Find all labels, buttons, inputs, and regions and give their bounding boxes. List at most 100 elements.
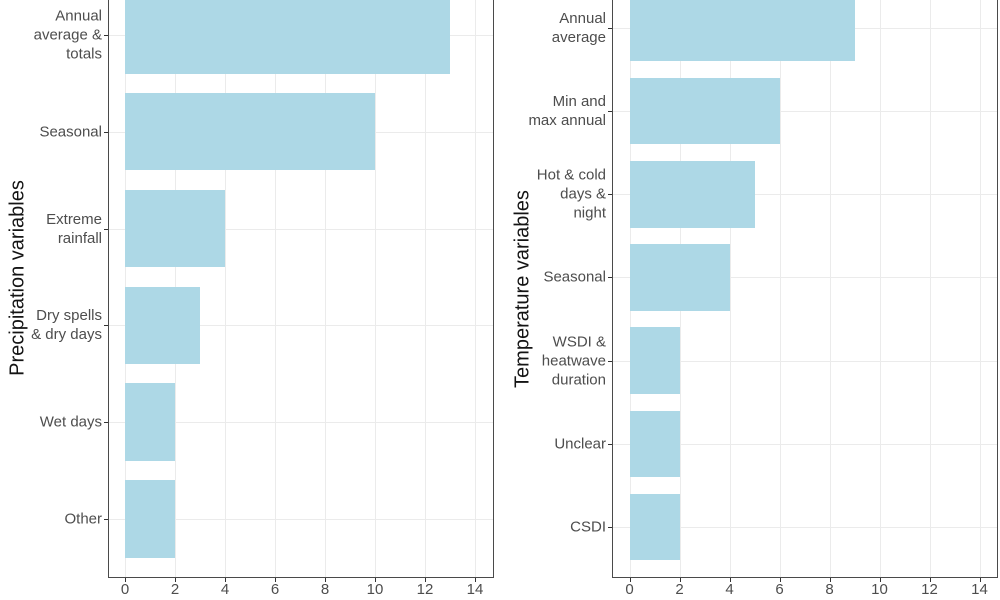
x-axis-tick	[175, 578, 176, 582]
plot-panel	[611, 0, 997, 577]
x-tick-label-0: 0	[625, 581, 634, 598]
x-tick-label-0: 0	[120, 581, 130, 598]
x-tick-label-10: 10	[366, 581, 384, 598]
major-gridline-horizontal	[107, 228, 493, 230]
major-gridline-horizontal	[107, 325, 493, 327]
y-tick-label-seasonal: Seasonal	[39, 123, 102, 141]
major-gridline-vertical	[325, 0, 326, 577]
x-axis-tick	[475, 578, 476, 582]
x-tick-label-6: 6	[270, 581, 280, 598]
x-axis-tick	[325, 578, 326, 582]
y-axis-tick	[607, 360, 612, 362]
major-gridline-vertical	[929, 0, 931, 577]
major-gridline-vertical	[375, 0, 376, 577]
x-tick-label-8: 8	[320, 581, 330, 598]
x-tick-label-10: 10	[871, 581, 888, 598]
bar-wsdi-heatwave-duration	[629, 327, 680, 394]
y-axis-title-temperature: Temperature variables	[511, 190, 534, 388]
x-tick-label-14: 14	[466, 581, 484, 598]
panel-border-bottom	[611, 577, 998, 578]
x-axis-tick	[629, 578, 631, 582]
bar-hot-cold-days-night	[629, 161, 755, 228]
x-tick-label-6: 6	[775, 581, 784, 598]
y-axis-tick	[607, 194, 612, 196]
y-tick-label-hot-cold-days-night: Hot & cold days & night	[536, 166, 606, 222]
y-axis-tick	[607, 277, 612, 279]
panel-border-left	[107, 0, 109, 578]
y-tick-label-other: Other	[64, 510, 102, 528]
y-axis-tick	[103, 131, 108, 133]
plot-panel	[107, 0, 493, 577]
x-axis-tick	[225, 578, 226, 582]
x-tick-label-2: 2	[675, 581, 684, 598]
y-axis-tick	[103, 518, 108, 520]
bar-annual-average-totals	[125, 0, 450, 74]
y-tick-label-extreme-rainfall: Extreme rainfall	[46, 210, 102, 247]
panel-border-bottom	[107, 577, 494, 578]
bar-seasonal	[629, 244, 730, 311]
x-tick-label-12: 12	[416, 581, 434, 598]
bar-unclear	[629, 410, 680, 478]
major-gridline-vertical	[779, 0, 781, 577]
x-axis-tick	[275, 578, 276, 582]
y-axis-tick	[607, 111, 612, 113]
x-axis-tick	[829, 578, 831, 582]
x-tick-label-14: 14	[971, 581, 988, 598]
bar-csdi	[629, 493, 680, 561]
major-gridline-horizontal	[611, 360, 997, 362]
x-tick-label-2: 2	[170, 581, 180, 598]
major-gridline-vertical	[979, 0, 981, 577]
bar-extreme-rainfall	[125, 189, 225, 268]
y-tick-label-annual-average-totals: Annual average & totals	[33, 7, 102, 63]
major-gridline-horizontal	[611, 277, 997, 279]
y-tick-label-seasonal: Seasonal	[543, 268, 606, 286]
major-gridline-horizontal	[611, 111, 997, 113]
bar-min-and-max-annual	[629, 77, 780, 145]
x-axis-tick	[779, 578, 781, 582]
panel-border-right	[996, 0, 998, 578]
major-gridline-horizontal	[611, 443, 997, 445]
y-axis-tick	[103, 422, 108, 424]
panel-border-left	[611, 0, 613, 578]
y-axis-tick	[103, 228, 108, 230]
x-tick-label-4: 4	[220, 581, 230, 598]
y-tick-label-wsdi-heatwave-duration: WSDI & heatwave duration	[541, 333, 606, 389]
x-axis-tick	[979, 578, 981, 582]
x-axis-tick	[879, 578, 881, 582]
major-gridline-vertical	[879, 0, 881, 577]
x-tick-label-4: 4	[725, 581, 734, 598]
major-gridline-vertical	[475, 0, 476, 577]
major-gridline-vertical	[729, 0, 731, 577]
major-gridline-horizontal	[611, 194, 997, 196]
x-axis-tick	[729, 578, 731, 582]
y-axis-tick	[103, 325, 108, 327]
x-axis-tick	[375, 578, 376, 582]
y-axis-tick	[607, 27, 612, 29]
y-tick-label-csdi: CSDI	[570, 518, 606, 536]
x-axis-tick	[929, 578, 931, 582]
major-gridline-vertical	[829, 0, 831, 577]
panel-border-right	[492, 0, 494, 578]
bar-other	[125, 480, 175, 558]
y-tick-label-annual-average: Annual average	[551, 9, 606, 46]
x-axis-tick	[425, 578, 426, 582]
x-tick-label-8: 8	[825, 581, 834, 598]
major-gridline-horizontal	[107, 422, 493, 424]
bar-dry-spells-dry-days	[125, 286, 200, 365]
major-gridline-vertical	[225, 0, 226, 577]
major-gridline-horizontal	[611, 527, 997, 529]
y-axis-tick	[607, 527, 612, 529]
bar-seasonal	[125, 93, 375, 171]
y-tick-label-unclear: Unclear	[554, 435, 606, 453]
y-tick-label-dry-spells-dry-days: Dry spells & dry days	[31, 307, 102, 344]
x-tick-label-12: 12	[921, 581, 938, 598]
x-axis-tick	[125, 578, 126, 582]
bar-annual-average	[629, 0, 855, 62]
y-axis-tick	[103, 34, 108, 36]
bar-wet-days	[125, 383, 175, 461]
x-axis-tick	[679, 578, 681, 582]
major-gridline-vertical	[275, 0, 276, 577]
